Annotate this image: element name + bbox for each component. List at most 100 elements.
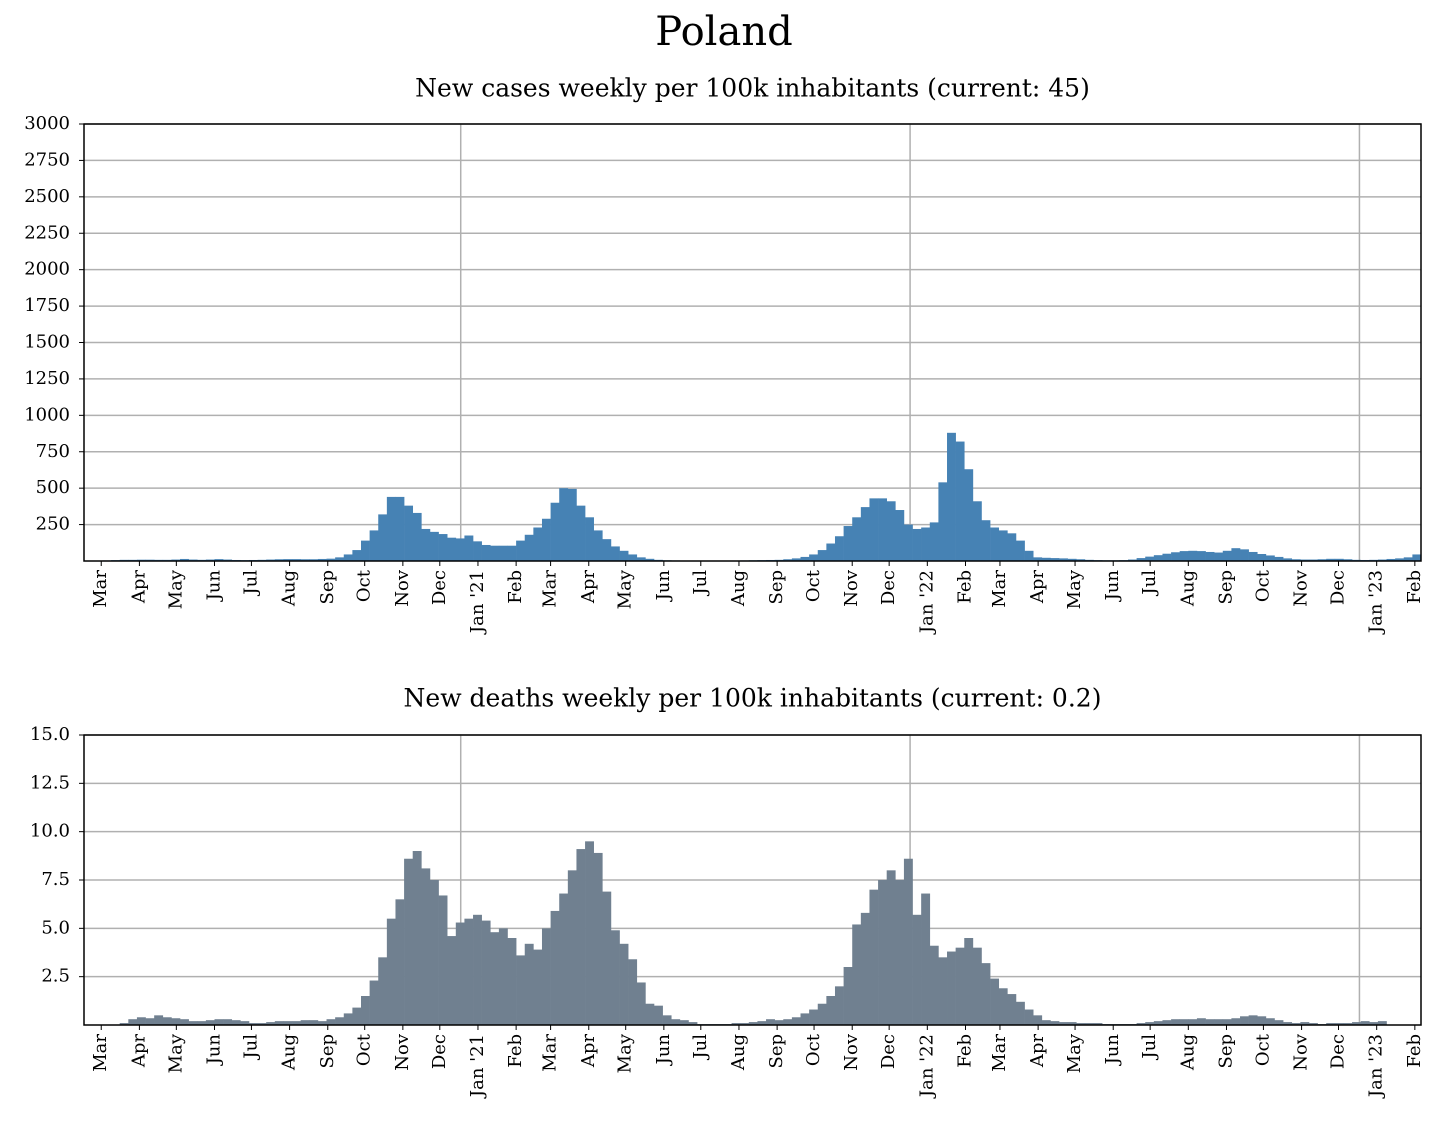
y-tick-label: 15.0	[30, 724, 70, 745]
bar	[490, 545, 500, 561]
x-tick-label: Jan '22	[916, 1034, 937, 1099]
bar	[1024, 550, 1034, 561]
bar	[128, 1019, 138, 1025]
bar	[1317, 559, 1327, 561]
bar	[1386, 558, 1396, 561]
plot-frame	[83, 123, 1422, 562]
x-tick-label: Dec	[1328, 570, 1349, 605]
bar	[205, 1020, 215, 1025]
bar	[223, 1019, 233, 1025]
bar	[1033, 1015, 1043, 1025]
bar	[1076, 1023, 1086, 1025]
bar	[1162, 553, 1172, 561]
bar	[136, 1017, 146, 1025]
bar	[783, 1019, 793, 1025]
bar	[1222, 1019, 1232, 1025]
x-tick-label: Aug	[279, 570, 300, 607]
bar	[395, 496, 405, 561]
bar	[162, 1017, 172, 1025]
bar	[1050, 1021, 1060, 1025]
bar	[1067, 558, 1077, 561]
bar	[481, 544, 491, 561]
x-tick-label: Feb	[1404, 1034, 1425, 1068]
bar	[352, 1007, 362, 1025]
x-tick-label: Oct	[1252, 1033, 1273, 1066]
bar	[972, 947, 982, 1025]
bar	[490, 932, 500, 1025]
subplot: New deaths weekly per 100k inhabitants (…	[30, 684, 1425, 1100]
bar	[1283, 558, 1293, 561]
bar	[895, 510, 905, 561]
bar	[947, 432, 956, 561]
bar	[326, 1019, 336, 1025]
bar	[274, 1021, 284, 1025]
bar	[809, 1009, 819, 1025]
bar	[1015, 1001, 1025, 1025]
bar	[878, 498, 887, 561]
bar	[1007, 994, 1017, 1025]
bar	[628, 554, 638, 561]
bar	[214, 1019, 224, 1025]
x-tick-label: Apr	[1027, 570, 1048, 605]
bar	[300, 1020, 310, 1025]
y-tick-label: 10.0	[30, 821, 70, 842]
x-tick-label: Nov	[1291, 569, 1312, 607]
bar	[283, 1021, 293, 1025]
bar	[645, 1003, 655, 1025]
bar	[1162, 1020, 1172, 1025]
bar	[1265, 555, 1275, 561]
bar	[404, 858, 414, 1025]
bar	[1326, 558, 1336, 561]
x-tick-label: Jul	[690, 1034, 711, 1061]
y-tick-label: 2750	[24, 149, 70, 170]
bar	[369, 980, 379, 1025]
bar	[404, 505, 414, 561]
bar	[826, 996, 836, 1025]
bar	[636, 982, 646, 1025]
bar	[180, 1019, 189, 1025]
x-tick-label: Jun	[203, 570, 224, 603]
x-tick-label: Oct	[354, 1033, 375, 1066]
bar	[438, 534, 448, 561]
bar	[972, 501, 982, 561]
bar	[1395, 558, 1405, 561]
x-tick-label: Jan '21	[467, 1034, 488, 1099]
bar	[748, 1022, 758, 1025]
bar	[878, 880, 887, 1025]
bar	[171, 1018, 181, 1025]
bar	[1274, 556, 1284, 561]
bar	[895, 880, 905, 1025]
bar	[981, 520, 991, 561]
bar	[1136, 558, 1146, 561]
bar	[731, 1023, 741, 1025]
x-tick-label: Aug	[728, 1034, 749, 1071]
bar	[843, 967, 853, 1025]
bar	[1041, 557, 1051, 561]
x-tick-label: Apr	[1027, 1034, 1048, 1069]
bar	[740, 1023, 750, 1025]
bar	[938, 482, 948, 561]
x-tick-label: Oct	[803, 1033, 824, 1066]
bar	[473, 914, 482, 1025]
bar	[464, 535, 474, 561]
subplot-title: New cases weekly per 100k inhabitants (c…	[415, 74, 1090, 103]
x-tick-label: Apr	[128, 1034, 149, 1069]
x-tick-label: May	[615, 569, 636, 609]
x-tick-label: May	[165, 569, 186, 609]
bar	[1300, 1022, 1310, 1025]
y-tick-label: 1750	[24, 295, 70, 316]
x-tick-label: Nov	[841, 1033, 862, 1071]
bar	[834, 536, 844, 561]
bar	[947, 951, 956, 1025]
bar	[567, 488, 577, 561]
bar	[636, 557, 646, 561]
bar	[1257, 1016, 1267, 1025]
bar	[498, 928, 508, 1025]
bar	[1188, 550, 1198, 561]
bar	[300, 559, 310, 561]
x-tick-label: Sep	[1215, 570, 1236, 605]
bar	[826, 543, 836, 561]
bar	[386, 496, 396, 561]
x-tick-label: Jun	[1102, 1034, 1123, 1067]
x-tick-label: May	[1064, 1033, 1085, 1073]
